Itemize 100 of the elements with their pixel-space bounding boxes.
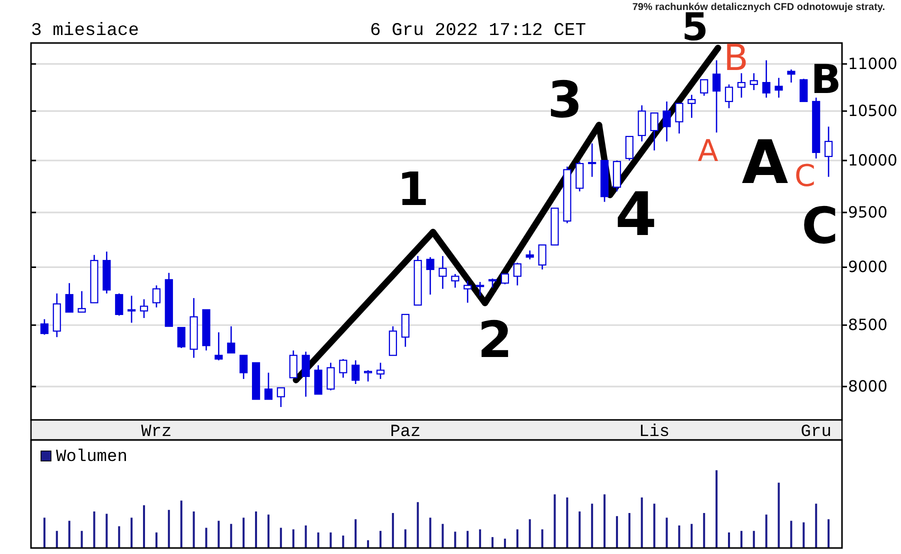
bar bbox=[68, 520, 70, 548]
bar bbox=[703, 513, 706, 548]
x-tick-label: Lis bbox=[639, 423, 670, 442]
annotation: B bbox=[724, 38, 748, 78]
candlestick bbox=[264, 372, 273, 400]
bar bbox=[404, 529, 406, 548]
candlestick bbox=[750, 72, 758, 91]
bar bbox=[192, 511, 195, 548]
chart-title: 3 miesiace bbox=[31, 21, 140, 41]
candlestick bbox=[426, 256, 434, 296]
bar bbox=[828, 519, 830, 548]
bar bbox=[43, 518, 46, 548]
bar bbox=[317, 532, 320, 548]
bar bbox=[790, 520, 792, 548]
chart-subtitle: 6 Gru 2022 17:12 CET bbox=[370, 21, 586, 41]
candlestick bbox=[737, 72, 746, 98]
x-tick-label: Paz bbox=[390, 423, 421, 442]
bar bbox=[330, 532, 332, 548]
candlestick bbox=[675, 102, 684, 134]
y-tick-label: 9000 bbox=[848, 258, 888, 276]
annotation: 4 bbox=[615, 180, 657, 250]
annotation: C bbox=[802, 197, 838, 255]
candlestick bbox=[824, 126, 833, 178]
candlestick bbox=[538, 244, 546, 270]
candlestick bbox=[214, 332, 223, 361]
candlestick bbox=[800, 78, 808, 102]
bar bbox=[130, 518, 133, 548]
candlestick bbox=[352, 360, 360, 385]
bar bbox=[429, 518, 432, 548]
candlestick bbox=[401, 314, 410, 348]
candlestick bbox=[276, 387, 285, 408]
bar bbox=[392, 513, 394, 548]
bar bbox=[242, 518, 245, 548]
bar bbox=[267, 514, 270, 548]
legend-label: Wolumen bbox=[56, 448, 128, 467]
candlestick bbox=[240, 354, 248, 380]
y-tick-label: 10000 bbox=[848, 152, 898, 170]
bar bbox=[616, 516, 618, 548]
candlestick bbox=[302, 351, 310, 398]
bar bbox=[678, 525, 680, 548]
candlestick bbox=[625, 136, 634, 162]
candlestick bbox=[451, 273, 460, 288]
y-tick-label: 8000 bbox=[848, 378, 888, 396]
bar bbox=[342, 536, 344, 548]
bar bbox=[218, 520, 220, 548]
bar bbox=[454, 532, 456, 548]
bar bbox=[492, 537, 494, 548]
bar bbox=[168, 510, 170, 548]
candlestick bbox=[488, 278, 497, 288]
candlestick bbox=[688, 94, 696, 119]
candlestick bbox=[787, 68, 796, 84]
bar bbox=[653, 504, 656, 548]
annotation: A bbox=[698, 134, 719, 168]
candlestick bbox=[774, 77, 783, 98]
candlestick bbox=[464, 280, 472, 304]
bar bbox=[180, 500, 182, 548]
candlestick bbox=[128, 295, 136, 324]
bar bbox=[716, 470, 718, 548]
bar bbox=[528, 519, 531, 548]
bar bbox=[504, 538, 506, 548]
bar bbox=[56, 530, 58, 548]
bar bbox=[815, 504, 818, 548]
candlestick bbox=[78, 290, 86, 313]
annotation: 2 bbox=[478, 311, 512, 369]
bar bbox=[765, 514, 768, 548]
candlestick bbox=[724, 84, 734, 109]
bar bbox=[354, 519, 357, 548]
candlestick bbox=[289, 350, 298, 378]
candlestick bbox=[762, 60, 770, 98]
y-tick-label: 8500 bbox=[848, 316, 888, 334]
bar bbox=[367, 540, 370, 548]
candlestick bbox=[177, 326, 186, 349]
bar bbox=[479, 529, 482, 548]
bar bbox=[690, 524, 693, 548]
annotation: A bbox=[742, 128, 789, 198]
bar bbox=[118, 526, 120, 548]
bar bbox=[80, 530, 83, 548]
bar bbox=[230, 524, 232, 548]
bar bbox=[205, 528, 208, 548]
bar bbox=[541, 529, 544, 548]
bar bbox=[280, 528, 282, 548]
annotation: C bbox=[794, 158, 816, 194]
candlestick bbox=[712, 60, 721, 134]
candlestick bbox=[65, 282, 74, 313]
bar bbox=[379, 530, 382, 548]
candlestick bbox=[513, 262, 522, 286]
candlestick bbox=[140, 298, 148, 319]
y-tick-label: 9500 bbox=[848, 203, 888, 222]
bar bbox=[516, 529, 518, 548]
candlestick bbox=[650, 112, 658, 152]
x-tick-label: Wrz bbox=[141, 423, 172, 442]
bar bbox=[143, 505, 146, 548]
bar bbox=[740, 530, 742, 548]
y-tick-label: 10500 bbox=[848, 102, 898, 120]
bar bbox=[591, 504, 594, 548]
bar bbox=[628, 513, 630, 548]
bar bbox=[155, 532, 158, 548]
bar bbox=[466, 530, 469, 548]
candlestick bbox=[115, 292, 124, 316]
y-tick-label: 11000 bbox=[848, 54, 898, 73]
